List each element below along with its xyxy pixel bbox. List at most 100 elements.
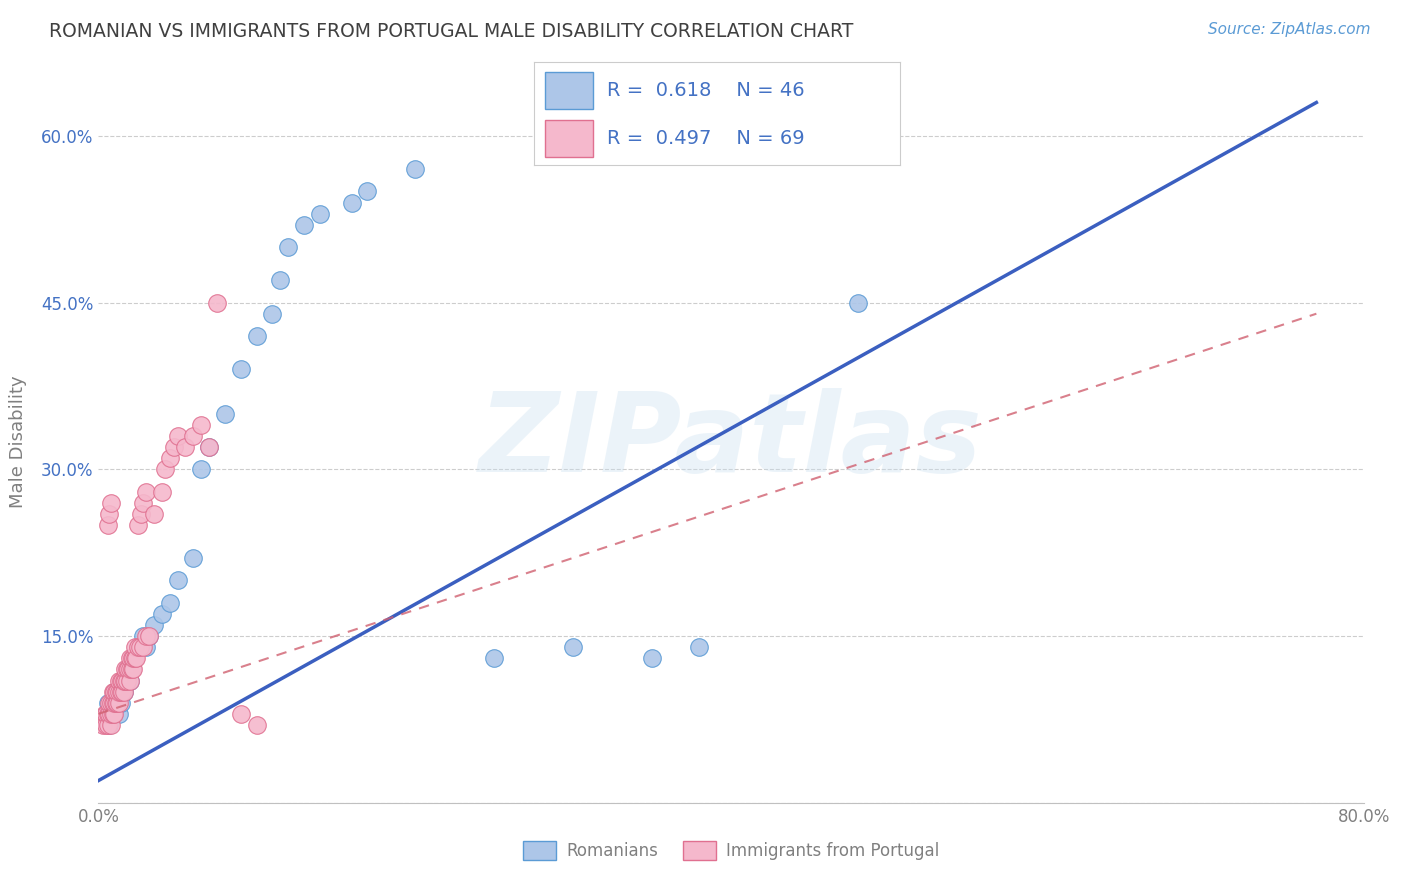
Point (101, 696, 124, 710)
Point (166, 574, 188, 588)
Point (246, 718, 269, 732)
Point (103, 684, 125, 698)
Point (229, 706, 252, 721)
Point (129, 507, 152, 521)
Point (98, 696, 121, 710)
Point (846, 295, 869, 310)
Point (108, 706, 131, 721)
Point (122, 651, 145, 665)
Point (135, 640, 157, 655)
Point (127, 517, 149, 532)
Point (127, 640, 149, 655)
Point (214, 407, 236, 421)
Y-axis label: Male Disability: Male Disability (10, 376, 27, 508)
Point (125, 651, 148, 665)
Point (111, 673, 134, 688)
Point (100, 496, 122, 510)
Point (135, 629, 157, 643)
Point (159, 596, 181, 610)
Point (292, 218, 315, 232)
Point (97, 706, 120, 721)
Point (100, 706, 122, 721)
Point (100, 706, 122, 721)
Point (110, 673, 132, 688)
Point (127, 640, 149, 655)
Point (108, 696, 131, 710)
Point (277, 240, 299, 254)
Point (93, 706, 117, 721)
Point (132, 629, 155, 643)
Point (114, 673, 136, 688)
Point (112, 684, 135, 698)
Point (104, 696, 127, 710)
Point (150, 484, 173, 499)
Point (190, 462, 212, 476)
Text: R =  0.497    N = 69: R = 0.497 N = 69 (607, 128, 806, 148)
Point (107, 684, 129, 698)
Point (120, 651, 141, 665)
Point (205, 295, 228, 310)
Point (100, 696, 122, 710)
FancyBboxPatch shape (546, 120, 593, 157)
Point (269, 273, 291, 287)
Point (97, 517, 120, 532)
Point (115, 662, 138, 676)
Point (309, 207, 332, 221)
Point (183, 551, 205, 566)
Point (101, 696, 124, 710)
Point (404, 162, 426, 177)
Point (124, 651, 146, 665)
Point (340, 195, 363, 210)
Point (688, 640, 710, 655)
Text: Source: ZipAtlas.com: Source: ZipAtlas.com (1208, 22, 1371, 37)
Point (163, 440, 186, 454)
Point (112, 684, 135, 698)
Point (103, 696, 125, 710)
Point (124, 640, 146, 655)
Point (98, 718, 121, 732)
Point (91, 718, 114, 732)
Point (159, 451, 181, 466)
Point (121, 651, 143, 665)
Point (190, 417, 212, 432)
Point (107, 684, 129, 698)
Point (174, 440, 197, 454)
Point (198, 440, 221, 454)
Point (108, 673, 131, 688)
Point (101, 684, 124, 698)
Point (107, 696, 129, 710)
Point (103, 684, 125, 698)
Point (128, 640, 150, 655)
Point (97, 696, 120, 710)
Point (96, 706, 118, 721)
Point (104, 684, 127, 698)
Text: R =  0.618    N = 46: R = 0.618 N = 46 (607, 80, 806, 100)
Point (103, 706, 125, 721)
Point (122, 662, 145, 676)
Point (100, 718, 122, 732)
Point (108, 684, 131, 698)
Point (114, 662, 136, 676)
Point (262, 307, 284, 321)
Text: ZIPatlas: ZIPatlas (479, 388, 983, 495)
Point (122, 651, 145, 665)
Point (142, 618, 165, 632)
Point (110, 696, 132, 710)
Point (482, 651, 505, 665)
Point (97, 718, 120, 732)
Point (115, 673, 138, 688)
Point (96, 718, 118, 732)
Point (229, 362, 252, 376)
Point (198, 440, 221, 454)
Point (138, 629, 160, 643)
Point (120, 673, 141, 688)
Point (111, 684, 134, 698)
Point (135, 484, 157, 499)
Point (98, 507, 121, 521)
Point (150, 607, 173, 621)
Point (115, 662, 138, 676)
Point (117, 662, 139, 676)
Point (110, 684, 132, 698)
Point (132, 496, 155, 510)
Point (101, 706, 124, 721)
